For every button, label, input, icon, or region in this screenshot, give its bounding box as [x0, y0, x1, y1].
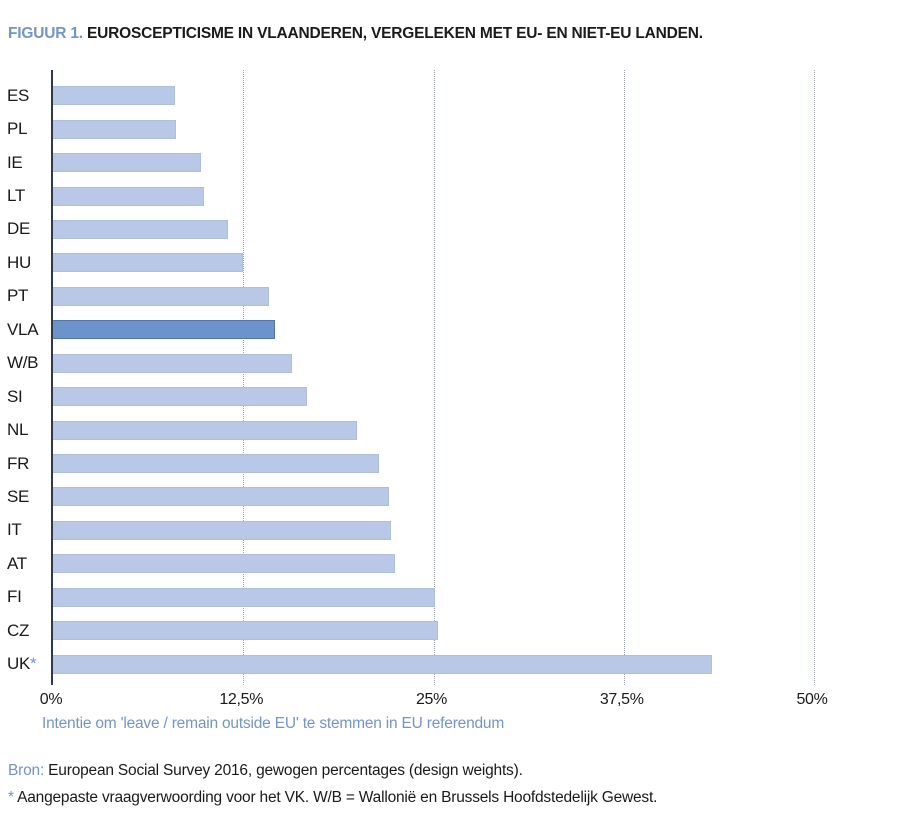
category-label-text: FR: [7, 453, 30, 473]
bar-row: [53, 447, 814, 480]
bar: [53, 86, 175, 106]
bar-row: [53, 79, 814, 112]
category-label-text: DE: [7, 219, 31, 239]
bar: [53, 487, 390, 507]
bar-row: [53, 347, 814, 380]
gridline: [623, 70, 625, 685]
bar-chart: ES PL IE LT DE HU PT VLA W/B SI NL FR SE IT AT FI CZ UK * …: [0, 70, 900, 733]
category-label: AT: [7, 547, 51, 580]
category-label: FR: [7, 447, 51, 480]
x-axis-ticks: 0% 12,5% 25% 37,5% 50%: [40, 685, 828, 713]
category-label: SE: [7, 480, 51, 513]
bar: [53, 554, 396, 574]
plot-area: [51, 70, 815, 685]
figure-number: FIGUUR 1.: [8, 25, 83, 42]
category-label-text: FI: [7, 587, 22, 607]
x-axis-label: Intentie om 'leave / remain outside EU' …: [42, 715, 505, 732]
category-label: PT: [7, 280, 51, 313]
gridline: [433, 70, 435, 685]
figure-title: FIGUUR 1. EUROSCEPTICISME IN VLAANDEREN,…: [8, 25, 703, 43]
bar-row: [53, 647, 814, 680]
category-label-text: IT: [7, 520, 22, 540]
category-label-text: AT: [7, 553, 27, 573]
bar: [53, 621, 439, 641]
bar: [53, 219, 229, 239]
bar-series: [53, 79, 814, 681]
category-label-text: UK: [7, 654, 31, 674]
bar: [53, 353, 292, 373]
footnote-mark: *: [8, 789, 14, 806]
bar-row: [53, 413, 814, 446]
category-mark: *: [30, 654, 37, 674]
category-label-text: NL: [7, 420, 29, 440]
bar-row: [53, 146, 814, 179]
category-label-text: LT: [7, 186, 25, 206]
bar-row: [53, 547, 814, 580]
bar: [53, 520, 391, 540]
bar-highlight: [53, 320, 276, 340]
bar: [53, 186, 204, 206]
bar-row: [53, 213, 814, 246]
category-label: IT: [7, 514, 51, 547]
category-label: DE: [7, 213, 51, 246]
category-label: VLA: [7, 313, 51, 346]
gridline: [243, 70, 245, 685]
category-label: PL: [7, 112, 51, 145]
footnote-text: Aangepaste vraagverwoording voor het VK.…: [17, 789, 658, 806]
x-tick-label: 12,5%: [219, 691, 264, 708]
category-axis: ES PL IE LT DE HU PT VLA W/B SI NL FR SE IT AT FI CZ UK *: [7, 79, 51, 681]
category-label: CZ: [7, 614, 51, 647]
bar: [53, 420, 358, 440]
category-label: FI: [7, 581, 51, 614]
category-label-text: CZ: [7, 620, 30, 640]
x-tick-label: 50%: [796, 691, 828, 708]
bar: [53, 253, 244, 273]
category-label: UK *: [7, 647, 51, 680]
source-line: Bron: European Social Survey 2016, gewog…: [8, 762, 523, 780]
figure-title-text: EUROSCEPTICISME IN VLAANDEREN, VERGELEKE…: [86, 25, 703, 42]
category-label-text: VLA: [7, 319, 39, 339]
category-label: ES: [7, 79, 51, 112]
bar-row: [53, 380, 814, 413]
source-label: Bron:: [8, 762, 45, 779]
bar: [53, 119, 177, 139]
bar: [53, 654, 713, 674]
category-label-text: PT: [7, 286, 29, 306]
x-tick-label: 25%: [415, 691, 448, 708]
category-label-text: SI: [7, 386, 23, 406]
bar: [53, 587, 436, 607]
category-label: W/B: [7, 347, 51, 380]
bar: [53, 454, 379, 474]
bar-row: [53, 313, 814, 346]
bar-row: [53, 514, 814, 547]
x-tick-label: 0%: [39, 691, 63, 708]
bar-row: [53, 246, 814, 279]
category-label-text: SE: [7, 486, 30, 506]
category-label-text: ES: [7, 85, 30, 105]
gridline: [814, 70, 815, 685]
category-label: IE: [7, 146, 51, 179]
category-label-text: HU: [7, 252, 31, 272]
bar: [53, 387, 308, 407]
category-label: LT: [7, 179, 51, 212]
bar: [53, 286, 270, 306]
category-label: HU: [7, 246, 51, 279]
x-tick-label: 37,5%: [599, 691, 644, 708]
bar-row: [53, 179, 814, 212]
bar-row: [53, 480, 814, 513]
bar-row: [53, 581, 814, 614]
category-label: NL: [7, 413, 51, 446]
source-text: European Social Survey 2016, gewogen per…: [48, 762, 523, 779]
category-label-text: PL: [7, 119, 28, 139]
category-label-text: W/B: [7, 353, 39, 373]
bar-row: [53, 112, 814, 145]
bar-row: [53, 280, 814, 313]
category-label: SI: [7, 380, 51, 413]
bar: [53, 153, 201, 173]
category-label-text: IE: [7, 152, 23, 172]
footnote-line: * Aangepaste vraagverwoording voor het V…: [8, 789, 657, 807]
bar-row: [53, 614, 814, 647]
